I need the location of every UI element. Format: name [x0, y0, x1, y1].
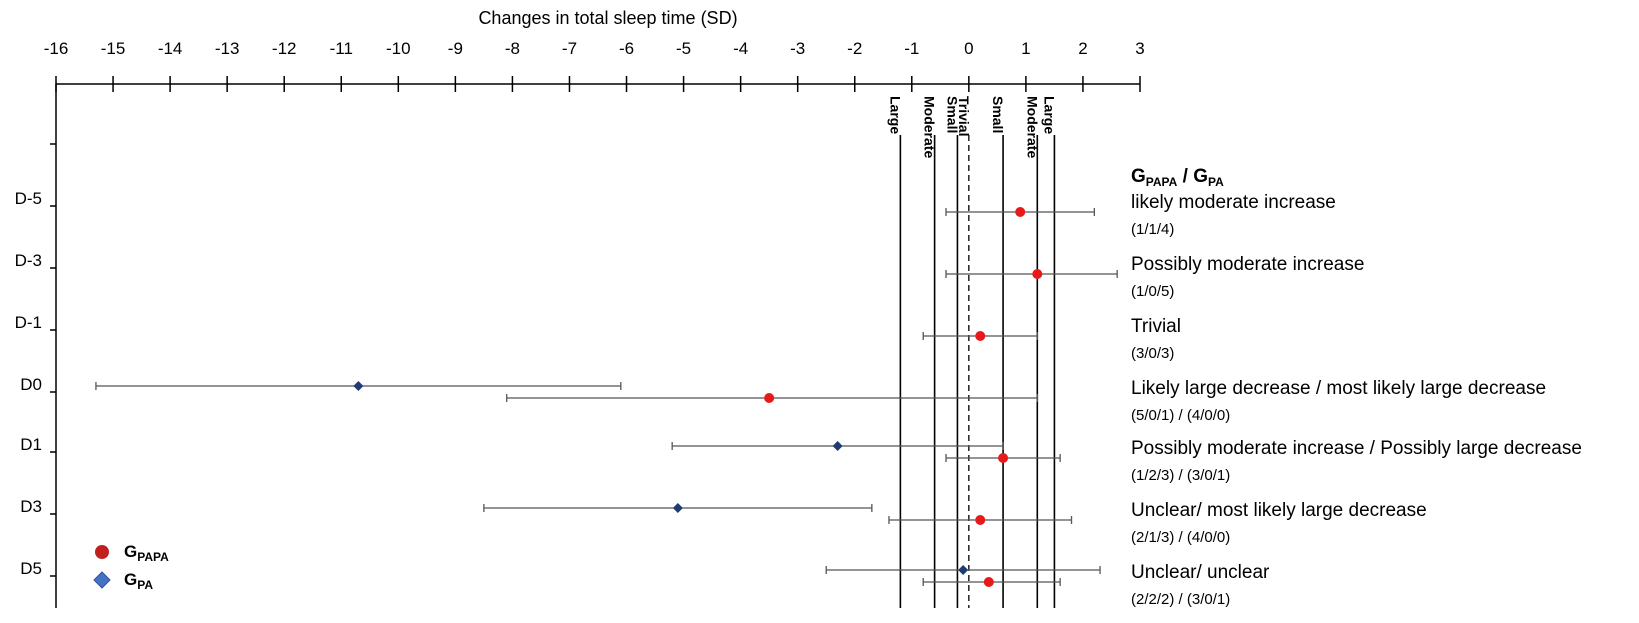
data-point [975, 515, 986, 525]
x-tick-label: -13 [215, 39, 240, 58]
threshold-label: Moderate [922, 96, 938, 158]
x-axis-title: Changes in total sleep time (SD) [478, 8, 737, 28]
interpretation-header: GPAPA / GPA [1131, 166, 1224, 189]
x-tick-label: -2 [847, 39, 862, 58]
threshold-label: Moderate [1024, 96, 1040, 158]
x-tick-label: -4 [733, 39, 748, 58]
x-tick-label: 1 [1021, 39, 1030, 58]
x-tick-label: -9 [448, 39, 463, 58]
legend-marker [95, 545, 109, 559]
data-point [1032, 269, 1043, 279]
x-tick-label: 2 [1078, 39, 1087, 58]
category-label: D1 [20, 435, 42, 454]
interpretation-counts: (2/1/3) / (4/0/0) [1131, 529, 1230, 546]
interpretation-text: Possibly moderate increase [1131, 254, 1364, 275]
interpretation-counts: (1/2/3) / (3/0/1) [1131, 467, 1230, 484]
interpretation-counts: (2/2/2) / (3/0/1) [1131, 591, 1230, 608]
data-point [764, 393, 775, 403]
data-point [672, 503, 683, 513]
threshold-label: Small [990, 96, 1006, 133]
x-tick-label: -15 [101, 39, 126, 58]
data-point [353, 381, 364, 391]
legend-marker [93, 571, 111, 589]
x-tick-label: -7 [562, 39, 577, 58]
x-tick-label: -8 [505, 39, 520, 58]
data-point [832, 441, 843, 451]
interpretation-counts: (1/1/4) [1131, 221, 1174, 238]
category-label: D0 [20, 375, 42, 394]
x-tick-label: 0 [964, 39, 973, 58]
data-point [983, 577, 994, 587]
x-tick-label: -6 [619, 39, 634, 58]
data-point [998, 453, 1009, 463]
x-tick-label: -11 [330, 39, 353, 58]
data-point [958, 565, 969, 575]
x-tick-label: 3 [1135, 39, 1144, 58]
data-point [1015, 207, 1026, 217]
threshold-label: Large [1041, 96, 1057, 134]
interpretation-text: Possibly moderate increase / Possibly la… [1131, 438, 1582, 459]
legend-label: GPA [124, 570, 153, 592]
threshold-label: Large [887, 96, 903, 134]
threshold-label: Small [944, 96, 960, 133]
interpretation-counts: (1/0/5) [1131, 283, 1174, 300]
category-label: D-5 [15, 189, 42, 208]
x-tick-label: -1 [904, 39, 919, 58]
interpretation-counts: (5/0/1) / (4/0/0) [1131, 407, 1230, 424]
x-tick-label: -3 [790, 39, 805, 58]
interpretation-text: Likely large decrease / most likely larg… [1131, 378, 1546, 399]
x-tick-label: -10 [386, 39, 411, 58]
x-tick-label: -5 [676, 39, 691, 58]
category-label: D3 [20, 497, 42, 516]
interpretation-text: Unclear/ most likely large decrease [1131, 500, 1427, 521]
data-point [975, 331, 986, 341]
legend-label: GPAPA [124, 542, 169, 564]
category-label: D-3 [15, 251, 42, 270]
x-tick-label: -14 [158, 39, 183, 58]
category-label: D-1 [15, 313, 42, 332]
interpretation-counts: (3/0/3) [1131, 345, 1174, 362]
category-label: D5 [20, 559, 42, 578]
x-tick-label: -12 [272, 39, 297, 58]
interpretation-text: likely moderate increase [1131, 192, 1336, 213]
interpretation-text: Unclear/ unclear [1131, 562, 1270, 583]
x-tick-label: -16 [44, 39, 69, 58]
threshold-label: Trivial [956, 96, 972, 136]
interpretation-text: Trivial [1131, 316, 1181, 337]
